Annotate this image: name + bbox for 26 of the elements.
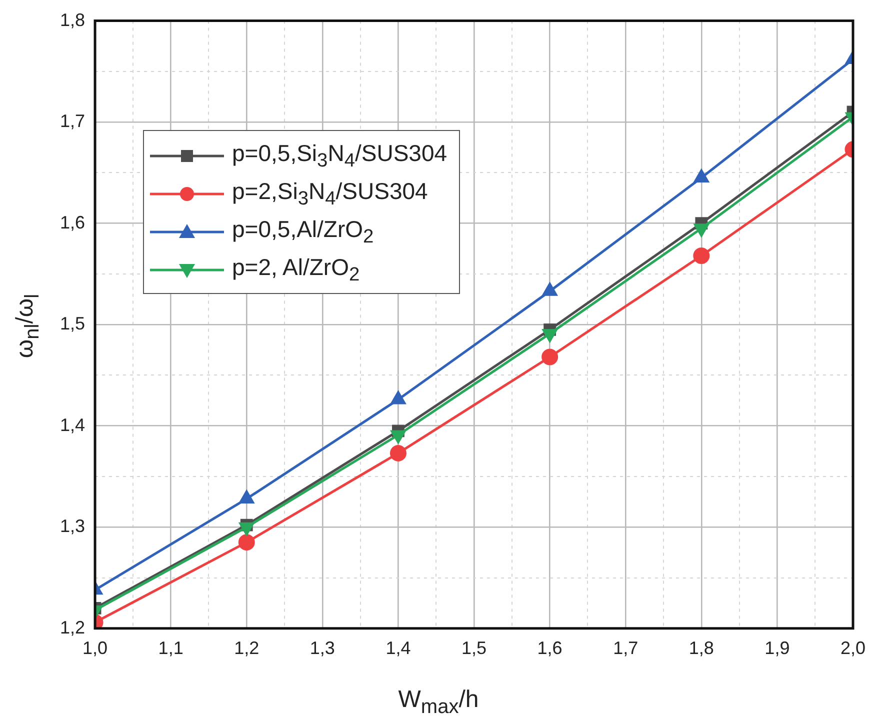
legend-label: p=0,5,Al/ZrO$_{2}$ (232, 216, 374, 248)
legend-label: p=0,5,Si$_{3}$N$_{4}$/SUS304 (232, 140, 448, 172)
x-axis-title: W$_{max}$/h (397, 686, 480, 719)
y-tick-label: 1,3 (60, 516, 86, 536)
x-tick-label: 1,4 (386, 638, 411, 658)
y-tick-label: 1,7 (60, 111, 86, 132)
legend-label: p=2,Si$_{3}$N$_{4}$/SUS304 (232, 178, 428, 210)
y-tick-label: 1,5 (60, 314, 86, 334)
y-tick-label: 1,8 (60, 10, 86, 30)
x-tick-label: 1,0 (82, 638, 108, 658)
y-tick-label: 1,6 (60, 212, 86, 232)
legend-label: p=2, Al/ZrO$_{2}$ (232, 254, 360, 286)
x-tick-label: 1,2 (234, 638, 260, 658)
x-tick-label: 1,6 (537, 638, 562, 658)
x-tick-label: 1,8 (688, 638, 714, 658)
x-tick-label: 1,1 (158, 638, 184, 658)
point (390, 391, 406, 404)
x-tick-label: 1,7 (613, 638, 638, 658)
x-tick-label: 1,5 (461, 638, 487, 658)
y-tick-label: 1,2 (60, 617, 86, 638)
x-tick-label: 2,0 (840, 638, 866, 658)
point (390, 444, 406, 462)
x-tick-label: 1,3 (310, 638, 335, 658)
x-tick-label: 1,9 (764, 638, 790, 658)
point (542, 348, 558, 366)
y-tick-label: 1,4 (60, 414, 86, 435)
